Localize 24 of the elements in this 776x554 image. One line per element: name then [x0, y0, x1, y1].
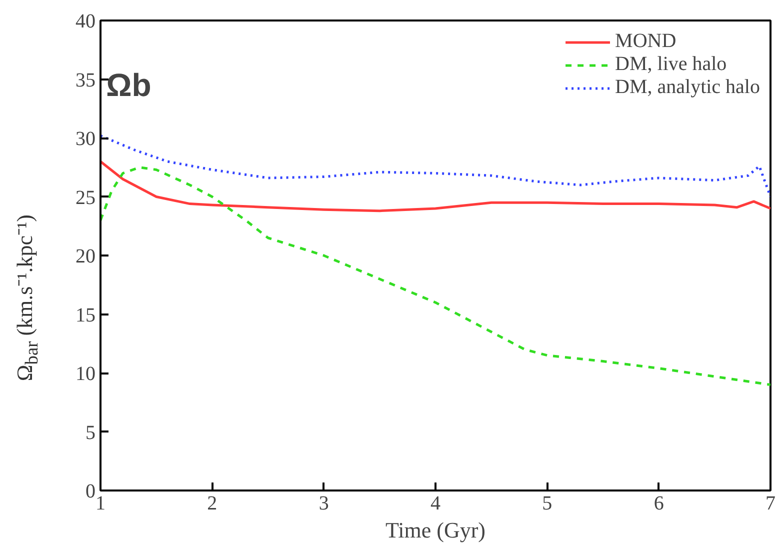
legend-label: DM, analytic halo — [615, 76, 760, 99]
line-series — [100, 134, 770, 198]
x-tick-label: 6 — [654, 492, 664, 514]
annotation: Ωb — [106, 66, 152, 103]
line-series — [100, 166, 770, 386]
y-tick-label: 15 — [76, 304, 96, 326]
x-tick-label: 5 — [542, 492, 552, 514]
y-tick-label: 25 — [76, 186, 96, 209]
y-tick-label: 35 — [76, 69, 96, 92]
x-tick-label: 2 — [207, 492, 218, 514]
line-series — [100, 160, 770, 212]
x-axis-title: Time (Gyr) — [385, 518, 486, 542]
x-tick-label: 7 — [766, 492, 776, 514]
y-tick-label: 20 — [76, 246, 96, 268]
y-tick-label: 40 — [76, 10, 96, 32]
y-tick-label: 30 — [76, 128, 96, 150]
y-tick-label: 10 — [76, 363, 96, 385]
x-tick-label: 3 — [318, 492, 329, 514]
legend-label: MOND — [615, 30, 676, 53]
legend-label: DM, live halo — [615, 53, 727, 76]
y-tick-label: 5 — [86, 422, 96, 444]
x-tick-label: 4 — [430, 492, 440, 514]
y-tick-label: 0 — [86, 480, 96, 502]
x-tick-label: 1 — [96, 492, 106, 514]
